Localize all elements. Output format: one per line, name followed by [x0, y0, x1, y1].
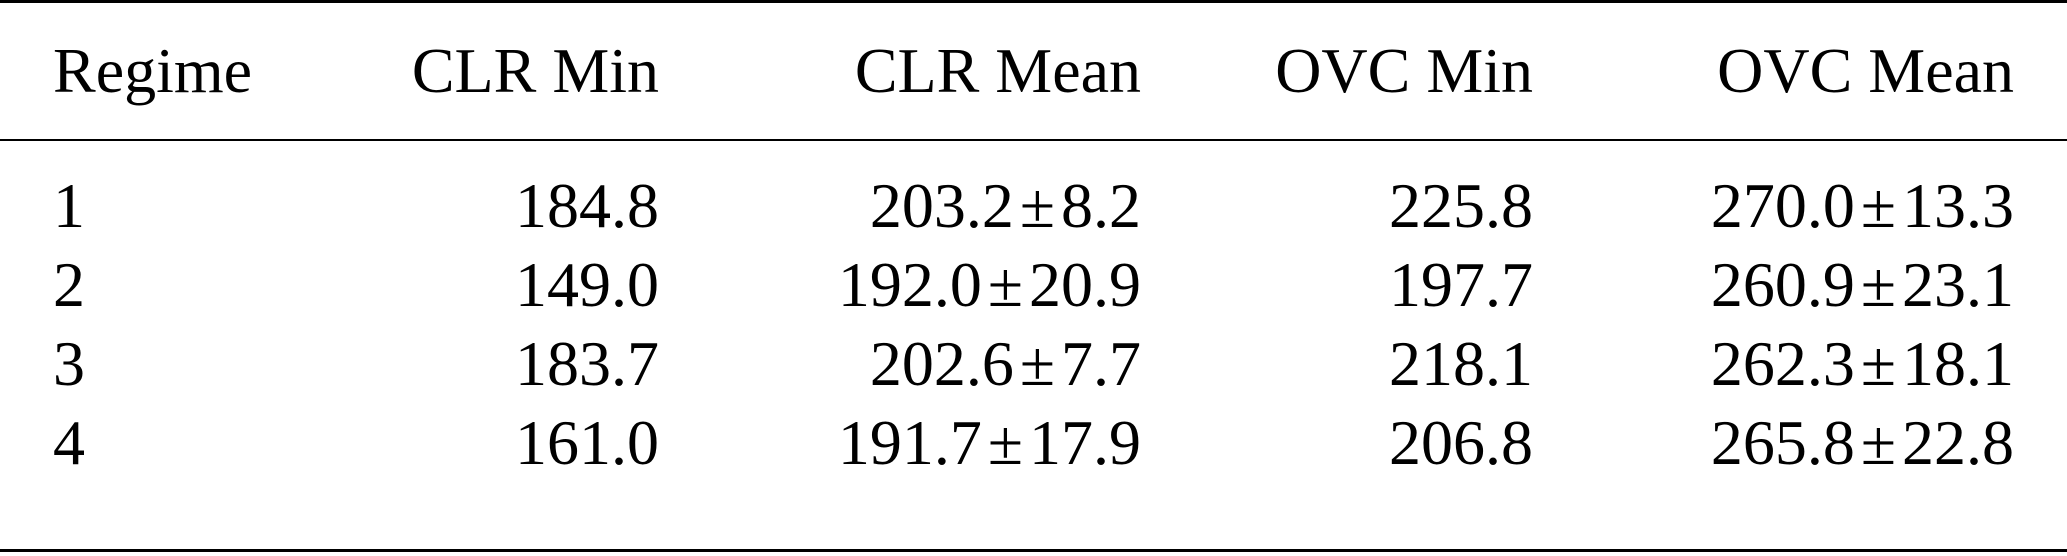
ovc-sd-value: 23.1 [1902, 249, 2014, 320]
plus-minus-symbol: ± [1019, 170, 1055, 241]
cell-regime: 2 [53, 249, 85, 320]
table-row: 4 161.0 191.7±17.9 206.8 265.8±22.8 [0, 404, 2067, 483]
clr-sd-value: 7.7 [1061, 328, 1141, 399]
table-header: Regime CLR Min CLR Mean OVC Min OVC Mean [0, 1, 2067, 140]
cell-ovc-min: 197.7 [1389, 249, 1533, 320]
cell-clr-mean: 202.6±7.7 [659, 325, 1141, 404]
clr-mean-value: 202.6 [869, 328, 1014, 399]
cell-clr-min: 184.8 [515, 170, 659, 241]
cell-clr-min: 149.0 [515, 249, 659, 320]
ovc-mean-value: 270.0 [1710, 170, 1855, 241]
ovc-sd-value: 13.3 [1902, 170, 2014, 241]
cell-clr-min: 183.7 [515, 328, 659, 399]
plus-minus-symbol: ± [1019, 328, 1055, 399]
header-ovc-min: OVC Min [1275, 34, 1533, 106]
header-clr-mean: CLR Mean [854, 34, 1141, 106]
cell-ovc-min: 206.8 [1389, 407, 1533, 478]
plus-minus-symbol: ± [1860, 407, 1896, 478]
clr-sd-value: 20.9 [1029, 249, 1141, 320]
table-row: 3 183.7 202.6±7.7 218.1 262.3±18.1 [0, 325, 2067, 404]
cell-clr-mean: 191.7±17.9 [659, 404, 1141, 483]
header-regime: Regime [53, 34, 253, 106]
ovc-mean-value: 260.9 [1710, 249, 1855, 320]
clr-mean-value: 203.2 [869, 170, 1014, 241]
cell-regime: 3 [53, 328, 85, 399]
header-clr-min: CLR Min [411, 34, 659, 106]
ovc-sd-value: 22.8 [1902, 407, 2014, 478]
ovc-mean-value: 265.8 [1710, 407, 1855, 478]
cell-ovc-mean: 265.8±22.8 [1533, 404, 2014, 483]
cell-regime: 4 [53, 407, 85, 478]
plus-minus-symbol: ± [987, 407, 1023, 478]
ovc-sd-value: 18.1 [1902, 328, 2014, 399]
cell-clr-mean: 192.0±20.9 [659, 246, 1141, 325]
cell-clr-min: 161.0 [515, 407, 659, 478]
cell-ovc-min: 225.8 [1389, 170, 1533, 241]
cell-clr-mean: 203.2±8.2 [659, 167, 1141, 246]
ovc-mean-value: 262.3 [1710, 328, 1855, 399]
header-ovc-mean: OVC Mean [1717, 34, 2014, 106]
cell-ovc-mean: 260.9±23.1 [1533, 246, 2014, 325]
cell-regime: 1 [53, 170, 85, 241]
clr-mean-value: 192.0 [837, 249, 982, 320]
plus-minus-symbol: ± [1860, 328, 1896, 399]
clr-mean-value: 191.7 [837, 407, 982, 478]
cell-ovc-min: 218.1 [1389, 328, 1533, 399]
plus-minus-symbol: ± [987, 249, 1023, 320]
cell-ovc-mean: 270.0±13.3 [1533, 167, 2014, 246]
table-row: 2 149.0 192.0±20.9 197.7 260.9±23.1 [0, 246, 2067, 325]
table-body: 1 184.8 203.2±8.2 225.8 270.0±13.3 2 149.0 192.… [0, 140, 2067, 551]
plus-minus-symbol: ± [1860, 249, 1896, 320]
clr-sd-value: 17.9 [1029, 407, 1141, 478]
clr-sd-value: 8.2 [1061, 170, 1141, 241]
table-row: 1 184.8 203.2±8.2 225.8 270.0±13.3 [0, 167, 2067, 246]
plus-minus-symbol: ± [1860, 170, 1896, 241]
cell-ovc-mean: 262.3±18.1 [1533, 325, 2014, 404]
